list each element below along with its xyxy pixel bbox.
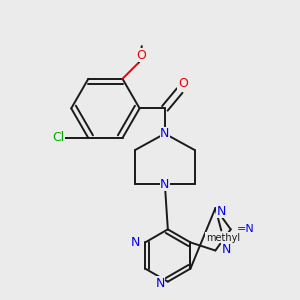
Text: O: O (136, 49, 146, 62)
Text: Cl: Cl (52, 131, 64, 145)
Text: N: N (160, 127, 170, 140)
Text: N: N (155, 277, 165, 290)
Text: =N: =N (237, 224, 255, 234)
Text: O: O (178, 76, 188, 90)
Text: N: N (222, 242, 231, 256)
Text: N: N (130, 236, 140, 249)
Text: N: N (217, 205, 226, 218)
Text: N: N (160, 178, 170, 191)
Text: methyl: methyl (206, 233, 240, 243)
